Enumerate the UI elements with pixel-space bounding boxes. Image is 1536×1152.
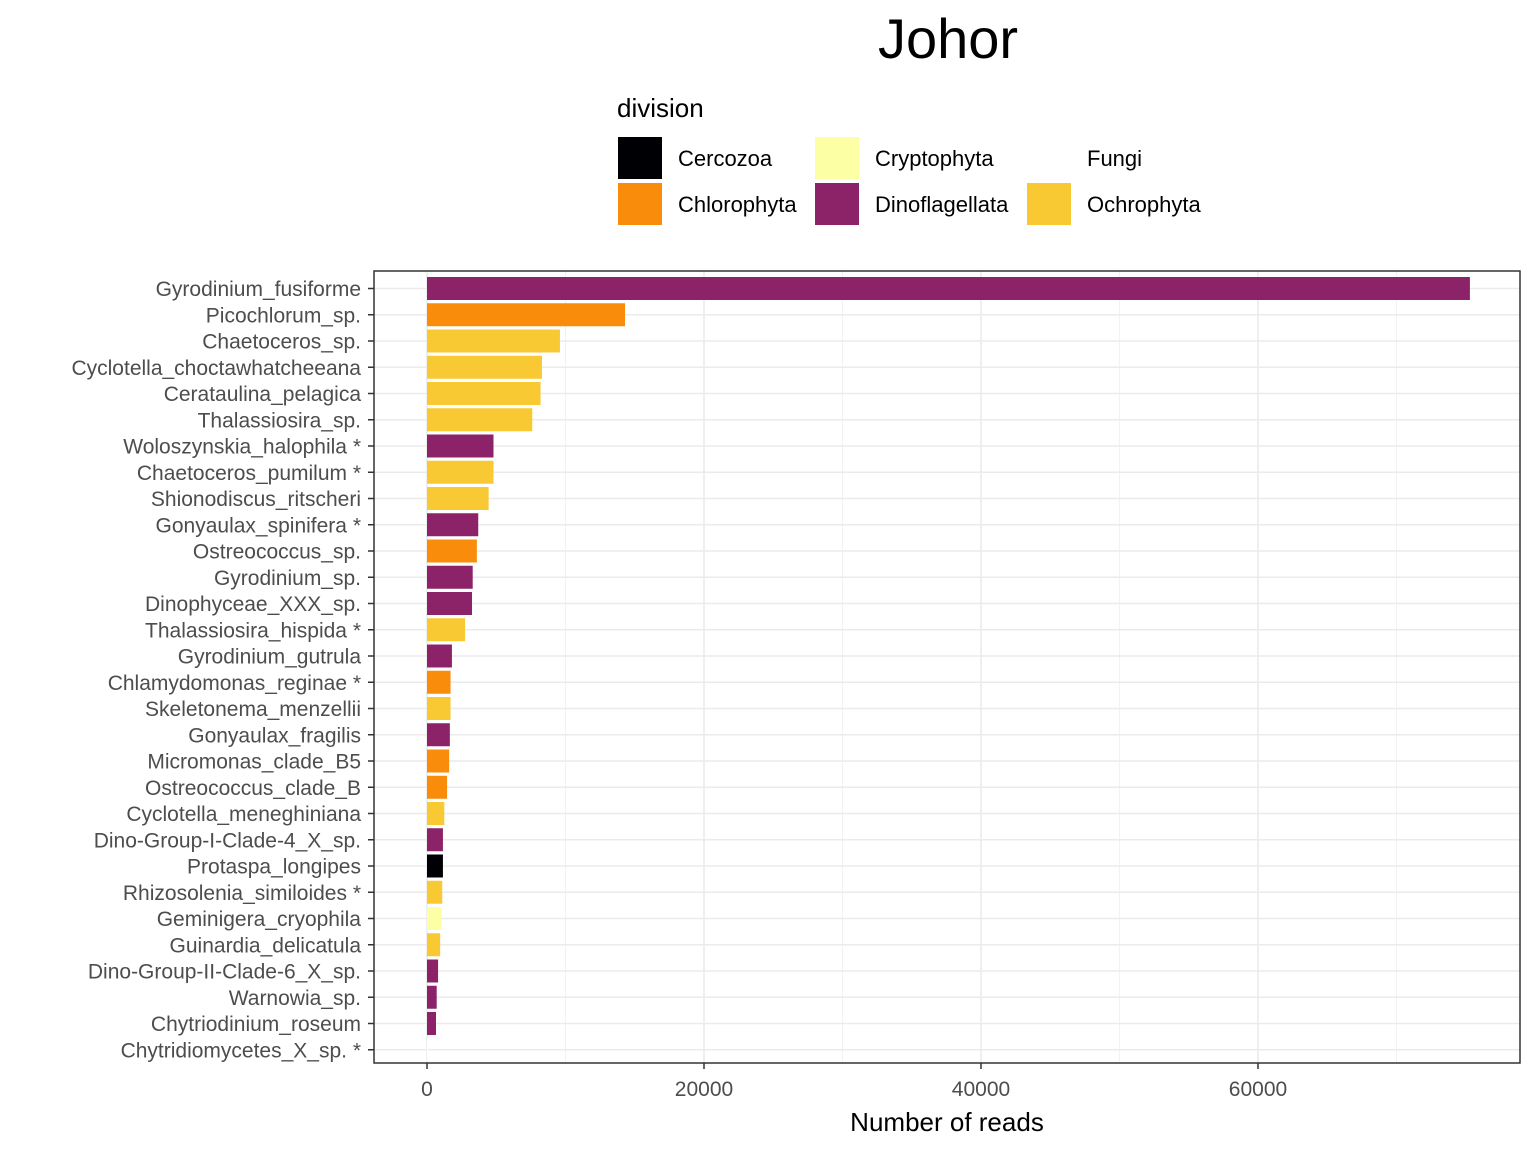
bar: [427, 985, 437, 1009]
y-tick-label: Micromonas_clade_B5: [147, 751, 361, 774]
y-tick-label: Shionodiscus_ritscheri: [151, 488, 361, 511]
bar: [427, 959, 439, 983]
y-tick-label: Ostreococcus_sp.: [193, 541, 361, 564]
y-tick-label: Dino-Group-I-Clade-4_X_sp.: [94, 829, 361, 852]
bar: [427, 775, 448, 799]
y-tick-label: Gyrodinium_fusiforme: [156, 278, 361, 301]
bar: [427, 723, 450, 747]
bar: [427, 802, 445, 825]
chart-title: Johor: [878, 7, 1018, 70]
legend-key-chlorophyta: [618, 183, 662, 225]
legend-key-cryptophyta: [815, 137, 859, 179]
bar: [427, 697, 451, 720]
y-tick-label: Gyrodinium_gutrula: [178, 646, 362, 669]
y-tick-label: Ostreococcus_clade_B: [145, 777, 361, 800]
bar: [427, 355, 542, 379]
y-tick-label: Woloszynskia_halophila *: [123, 436, 361, 459]
bars: [427, 277, 1470, 1062]
bar: [427, 670, 451, 694]
bar: [427, 907, 442, 930]
y-tick-label: Rhizosolenia_similoides *: [123, 882, 361, 905]
legend-title: division: [617, 93, 704, 123]
y-tick-label: Chytriodinium_roseum: [151, 1013, 361, 1036]
x-tick-label: 40000: [952, 1078, 1010, 1101]
y-tick-label: Gonyaulax_fragilis: [188, 724, 361, 747]
bar: [427, 618, 466, 642]
y-tick-label: Thalassiosira_sp.: [198, 409, 361, 432]
y-tick-label: Dino-Group-II-Clade-6_X_sp.: [88, 961, 361, 984]
y-tick-label: Thalassiosira_hispida *: [145, 619, 361, 642]
x-axis-label: Number of reads: [850, 1107, 1044, 1137]
y-tick-label: Dinophyceae_XXX_sp.: [145, 593, 361, 616]
legend-label-dinoflagellata: Dinoflagellata: [875, 192, 1009, 217]
bar: [427, 1038, 429, 1062]
y-tick-label: Cyclotella_choctawhatcheeana: [71, 357, 361, 380]
legend-key-fungi: [1027, 137, 1071, 179]
bar: [427, 303, 626, 327]
legend-key-cercozoa: [618, 137, 662, 179]
bar: [427, 329, 560, 353]
legend-label-fungi: Fungi: [1087, 146, 1142, 171]
y-tick-label: Chaetoceros_sp.: [202, 331, 361, 354]
y-tick-label: Picochlorum_sp.: [206, 304, 361, 327]
legend-key-ochrophyta: [1027, 183, 1071, 225]
y-tick-label: Gyrodinium_sp.: [214, 567, 361, 590]
bar: [427, 933, 441, 957]
y-tick-label: Guinardia_delicatula: [170, 934, 362, 957]
legend-label-ochrophyta: Ochrophyta: [1087, 192, 1201, 217]
legend: division Cercozoa Cryptophyta Fungi Chlorop…: [617, 93, 1201, 225]
bar: [427, 828, 443, 852]
x-axis: 0 20000 40000 60000: [421, 1063, 1287, 1101]
y-tick-label: Warnowia_sp.: [229, 987, 361, 1010]
bar: [427, 487, 489, 510]
y-tick-label: Skeletonema_menzellii: [145, 698, 361, 721]
legend-label-cryptophyta: Cryptophyta: [875, 146, 994, 171]
bar: [427, 408, 533, 432]
y-tick-label: Chaetoceros_pumilum *: [137, 462, 361, 485]
legend-label-chlorophyta: Chlorophyta: [678, 192, 797, 217]
y-axis: Gyrodinium_fusiforme Picochlorum_sp. Chaet…: [71, 278, 374, 1062]
y-tick-label: Protaspa_longipes: [187, 856, 361, 879]
x-tick-label: 60000: [1229, 1078, 1287, 1101]
legend-key-dinoflagellata: [815, 183, 859, 225]
bar: [427, 854, 443, 878]
bar: [427, 513, 479, 537]
bar: [427, 644, 452, 668]
y-tick-label: Geminigera_cryophila: [157, 908, 362, 931]
bar: [427, 565, 473, 589]
x-tick-label: 20000: [675, 1078, 733, 1101]
y-tick-label: Chytridiomycetes_X_sp. *: [121, 1039, 361, 1062]
plot-border: [373, 270, 1521, 1064]
bar: [427, 749, 450, 773]
x-tick-label: 0: [421, 1078, 433, 1101]
bar: [427, 434, 494, 458]
y-tick-label: Cerataulina_pelagica: [164, 383, 362, 406]
plot-area: Gyrodinium_fusiforme Picochlorum_sp. Chaet…: [71, 270, 1521, 1101]
bar: [427, 539, 477, 563]
bar: [427, 592, 473, 615]
bar: [427, 382, 541, 405]
y-tick-label: Gonyaulax_spinifera *: [156, 514, 361, 537]
bar: [427, 880, 443, 904]
y-tick-label: Chlamydomonas_reginae *: [108, 672, 361, 695]
bar: [427, 277, 1470, 300]
bar: [427, 460, 494, 484]
y-tick-label: Cyclotella_meneghiniana: [126, 803, 361, 826]
legend-label-cercozoa: Cercozoa: [678, 146, 773, 171]
bar: [427, 1012, 437, 1035]
